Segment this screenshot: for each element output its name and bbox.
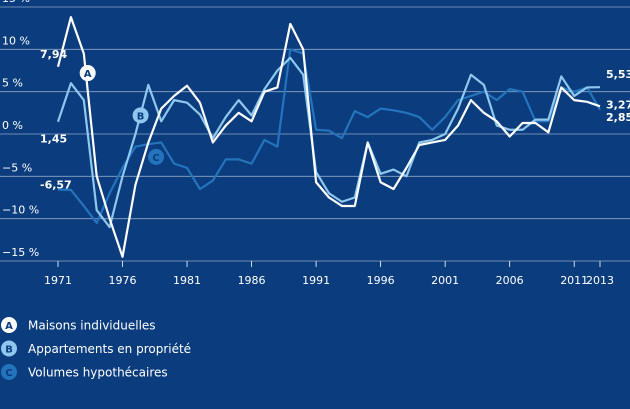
value-label: 5,53 [606, 68, 630, 81]
legend-letter: B [5, 345, 13, 356]
legend-letter: C [5, 368, 12, 379]
y-tick-label: 5 % [2, 77, 23, 90]
series-marker [79, 65, 96, 82]
series-line [56, 56, 601, 229]
legend-label: Maisons individuelles [28, 319, 156, 333]
y-tick-label: −15 % [2, 246, 39, 259]
value-label: -6,57 [40, 179, 72, 192]
x-tick-label: 2013 [586, 274, 614, 287]
y-tick-label: 10 % [2, 34, 30, 47]
y-tick-label: 15 % [2, 0, 30, 5]
series-marker [148, 148, 165, 165]
series-marker-letter: C [152, 153, 159, 164]
series-marker-letter: B [137, 111, 145, 122]
legend-marker [1, 340, 17, 357]
value-label: 7,94 [40, 48, 67, 61]
x-tick-label: 2001 [431, 274, 459, 287]
legend-marker [1, 364, 17, 380]
x-tick-label: 1981 [173, 274, 201, 287]
series-marker [132, 107, 149, 124]
legend-label: Appartements en propriété [28, 342, 191, 356]
value-label: 3,27 [606, 98, 630, 111]
x-tick-label: 1976 [109, 274, 137, 287]
x-tick-label: 1996 [367, 274, 395, 287]
legend-marker [1, 317, 17, 333]
value-label: 2,85 [606, 111, 630, 124]
y-tick-label: −10 % [2, 204, 39, 217]
x-tick-label: 1991 [302, 274, 330, 287]
value-label: 1,45 [40, 133, 67, 146]
y-tick-label: −5 % [2, 161, 32, 174]
x-tick-label: 2006 [496, 274, 524, 287]
x-tick-label: 1971 [44, 274, 72, 287]
legend-letter: A [5, 321, 13, 332]
x-tick-label: 2011 [560, 274, 588, 287]
legend-label: Volumes hypothécaires [28, 366, 168, 380]
series-marker-letter: A [84, 69, 92, 80]
y-tick-label: 0 % [2, 119, 23, 132]
x-tick-label: 1986 [238, 274, 266, 287]
series-line [56, 16, 601, 258]
